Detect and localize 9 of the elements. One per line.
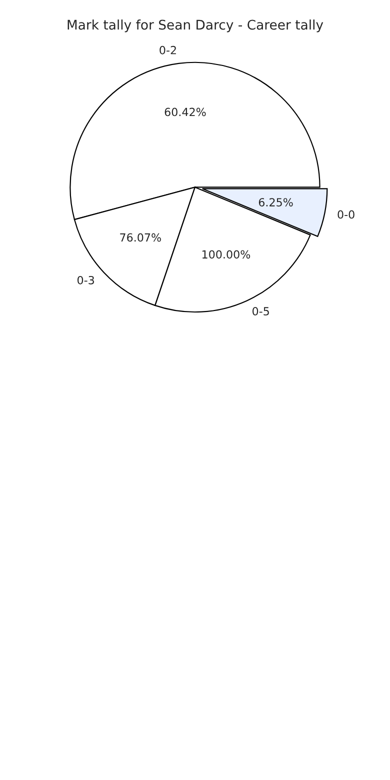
- slice-label: 0-3: [77, 276, 94, 284]
- text: 100.00%: [202, 250, 250, 259]
- text: 6.25%: [258, 198, 293, 206]
- chart-title: Mark tally for Sean Darcy - Career tally: [68, 20, 324, 32]
- slice-label: 0-2: [160, 46, 176, 54]
- text: 76.07%: [120, 233, 161, 242]
- slice-label: 0-0: [338, 210, 354, 219]
- slice-label: 0-5: [252, 307, 269, 316]
- text: 60.42%: [164, 108, 206, 116]
